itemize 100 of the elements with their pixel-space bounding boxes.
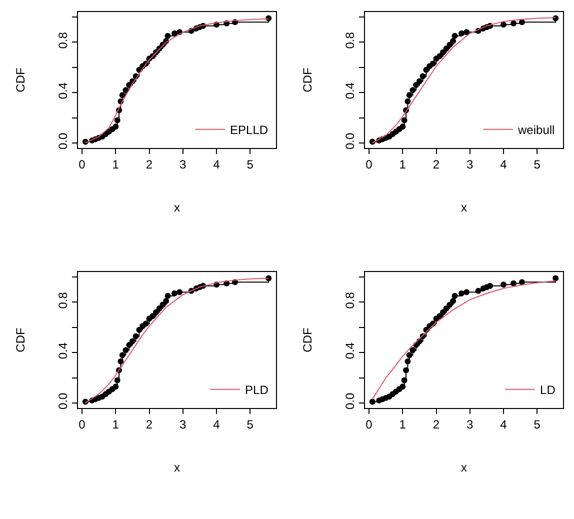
point — [114, 377, 120, 384]
point — [122, 347, 129, 354]
y-tick-label: 0.8 — [56, 292, 70, 309]
point — [420, 73, 426, 80]
x-tick-label: 2 — [146, 417, 153, 432]
point — [164, 32, 171, 39]
x-tick-label: 4 — [213, 417, 220, 432]
point — [443, 46, 450, 52]
y-tick-label: 0.0 — [343, 392, 358, 410]
point — [400, 384, 406, 390]
point — [400, 124, 406, 130]
x-axis-title: x — [174, 200, 180, 214]
point — [164, 292, 171, 299]
point — [413, 82, 420, 88]
x-axis-title: x — [461, 200, 467, 214]
x-tick-label: 0 — [366, 417, 373, 432]
point — [510, 20, 517, 26]
x-tick-label: 1 — [112, 157, 120, 172]
x-tick-label: 5 — [246, 157, 254, 172]
point — [142, 320, 149, 327]
point — [171, 30, 178, 36]
y-axis-title: CDF — [14, 68, 28, 92]
y-tick-label: 0.0 — [56, 392, 70, 410]
point — [443, 306, 450, 312]
point — [126, 342, 132, 348]
y-tick-label: 0.4 — [343, 82, 358, 100]
x-tick-label: 1 — [112, 417, 120, 432]
x-tick-label: 3 — [180, 157, 187, 172]
x-tick-label: 1 — [399, 157, 406, 172]
x-tick-label: 3 — [180, 417, 187, 432]
x-tick-label: 2 — [146, 157, 153, 172]
point — [112, 384, 119, 390]
point — [464, 29, 470, 36]
point — [458, 30, 464, 36]
point — [114, 117, 120, 124]
point — [440, 49, 446, 56]
point — [401, 117, 408, 124]
y-tick-label: 0.4 — [56, 82, 70, 100]
point — [150, 313, 156, 320]
point — [458, 290, 464, 296]
point — [163, 298, 170, 304]
x-axis-title: x — [461, 460, 467, 474]
y-tick-label: 0.0 — [56, 132, 70, 150]
legend-label: EPLLD — [230, 123, 268, 138]
point — [450, 298, 456, 304]
x-tick-label: 4 — [500, 417, 508, 432]
point — [500, 22, 506, 28]
legend-label: PLD — [245, 383, 269, 398]
x-tick-label: 3 — [466, 417, 474, 432]
point — [410, 87, 416, 94]
point — [156, 306, 162, 312]
x-tick-label: 5 — [534, 157, 541, 172]
y-tick-label: 0.8 — [56, 32, 70, 49]
point — [430, 60, 436, 67]
x-tick-label: 5 — [246, 417, 254, 432]
point — [410, 347, 416, 354]
point — [552, 275, 559, 282]
legend-label: LD — [540, 383, 556, 398]
point — [171, 290, 178, 296]
point — [464, 289, 470, 296]
point — [152, 309, 159, 316]
x-tick-label: 2 — [432, 417, 440, 432]
point — [404, 98, 411, 104]
point — [440, 309, 446, 316]
y-tick-label: 0.4 — [56, 342, 70, 360]
x-tick-label: 0 — [78, 157, 86, 172]
y-tick-label: 0.8 — [343, 32, 358, 49]
x-tick-label: 3 — [466, 157, 474, 172]
point — [487, 282, 494, 289]
point — [369, 398, 376, 405]
point — [403, 367, 410, 374]
point — [406, 352, 412, 358]
y-tick-label: 0.4 — [343, 342, 358, 360]
x-tick-label: 5 — [534, 417, 541, 432]
point — [129, 338, 136, 344]
point — [176, 289, 183, 296]
y-tick-label: 0.0 — [343, 132, 358, 150]
point — [119, 92, 126, 98]
point — [450, 38, 456, 44]
point — [518, 279, 525, 286]
point — [500, 282, 506, 288]
x-tick-label: 2 — [432, 157, 440, 172]
legend-label: weibull — [517, 123, 555, 138]
x-axis-title: x — [174, 460, 180, 474]
y-axis-title: CDF — [14, 328, 28, 352]
x-tick-label: 0 — [366, 157, 373, 172]
y-axis-title: CDF — [300, 328, 314, 352]
x-tick-label: 4 — [213, 157, 220, 172]
y-axis-title: CDF — [300, 68, 314, 92]
x-tick-label: 4 — [500, 157, 508, 172]
point — [510, 280, 517, 286]
point — [112, 124, 119, 130]
point — [436, 53, 443, 60]
point — [132, 333, 139, 340]
point — [475, 288, 482, 294]
point — [404, 358, 411, 364]
point — [452, 292, 458, 299]
point — [119, 352, 126, 358]
point — [118, 358, 124, 364]
x-tick-label: 1 — [399, 417, 406, 432]
